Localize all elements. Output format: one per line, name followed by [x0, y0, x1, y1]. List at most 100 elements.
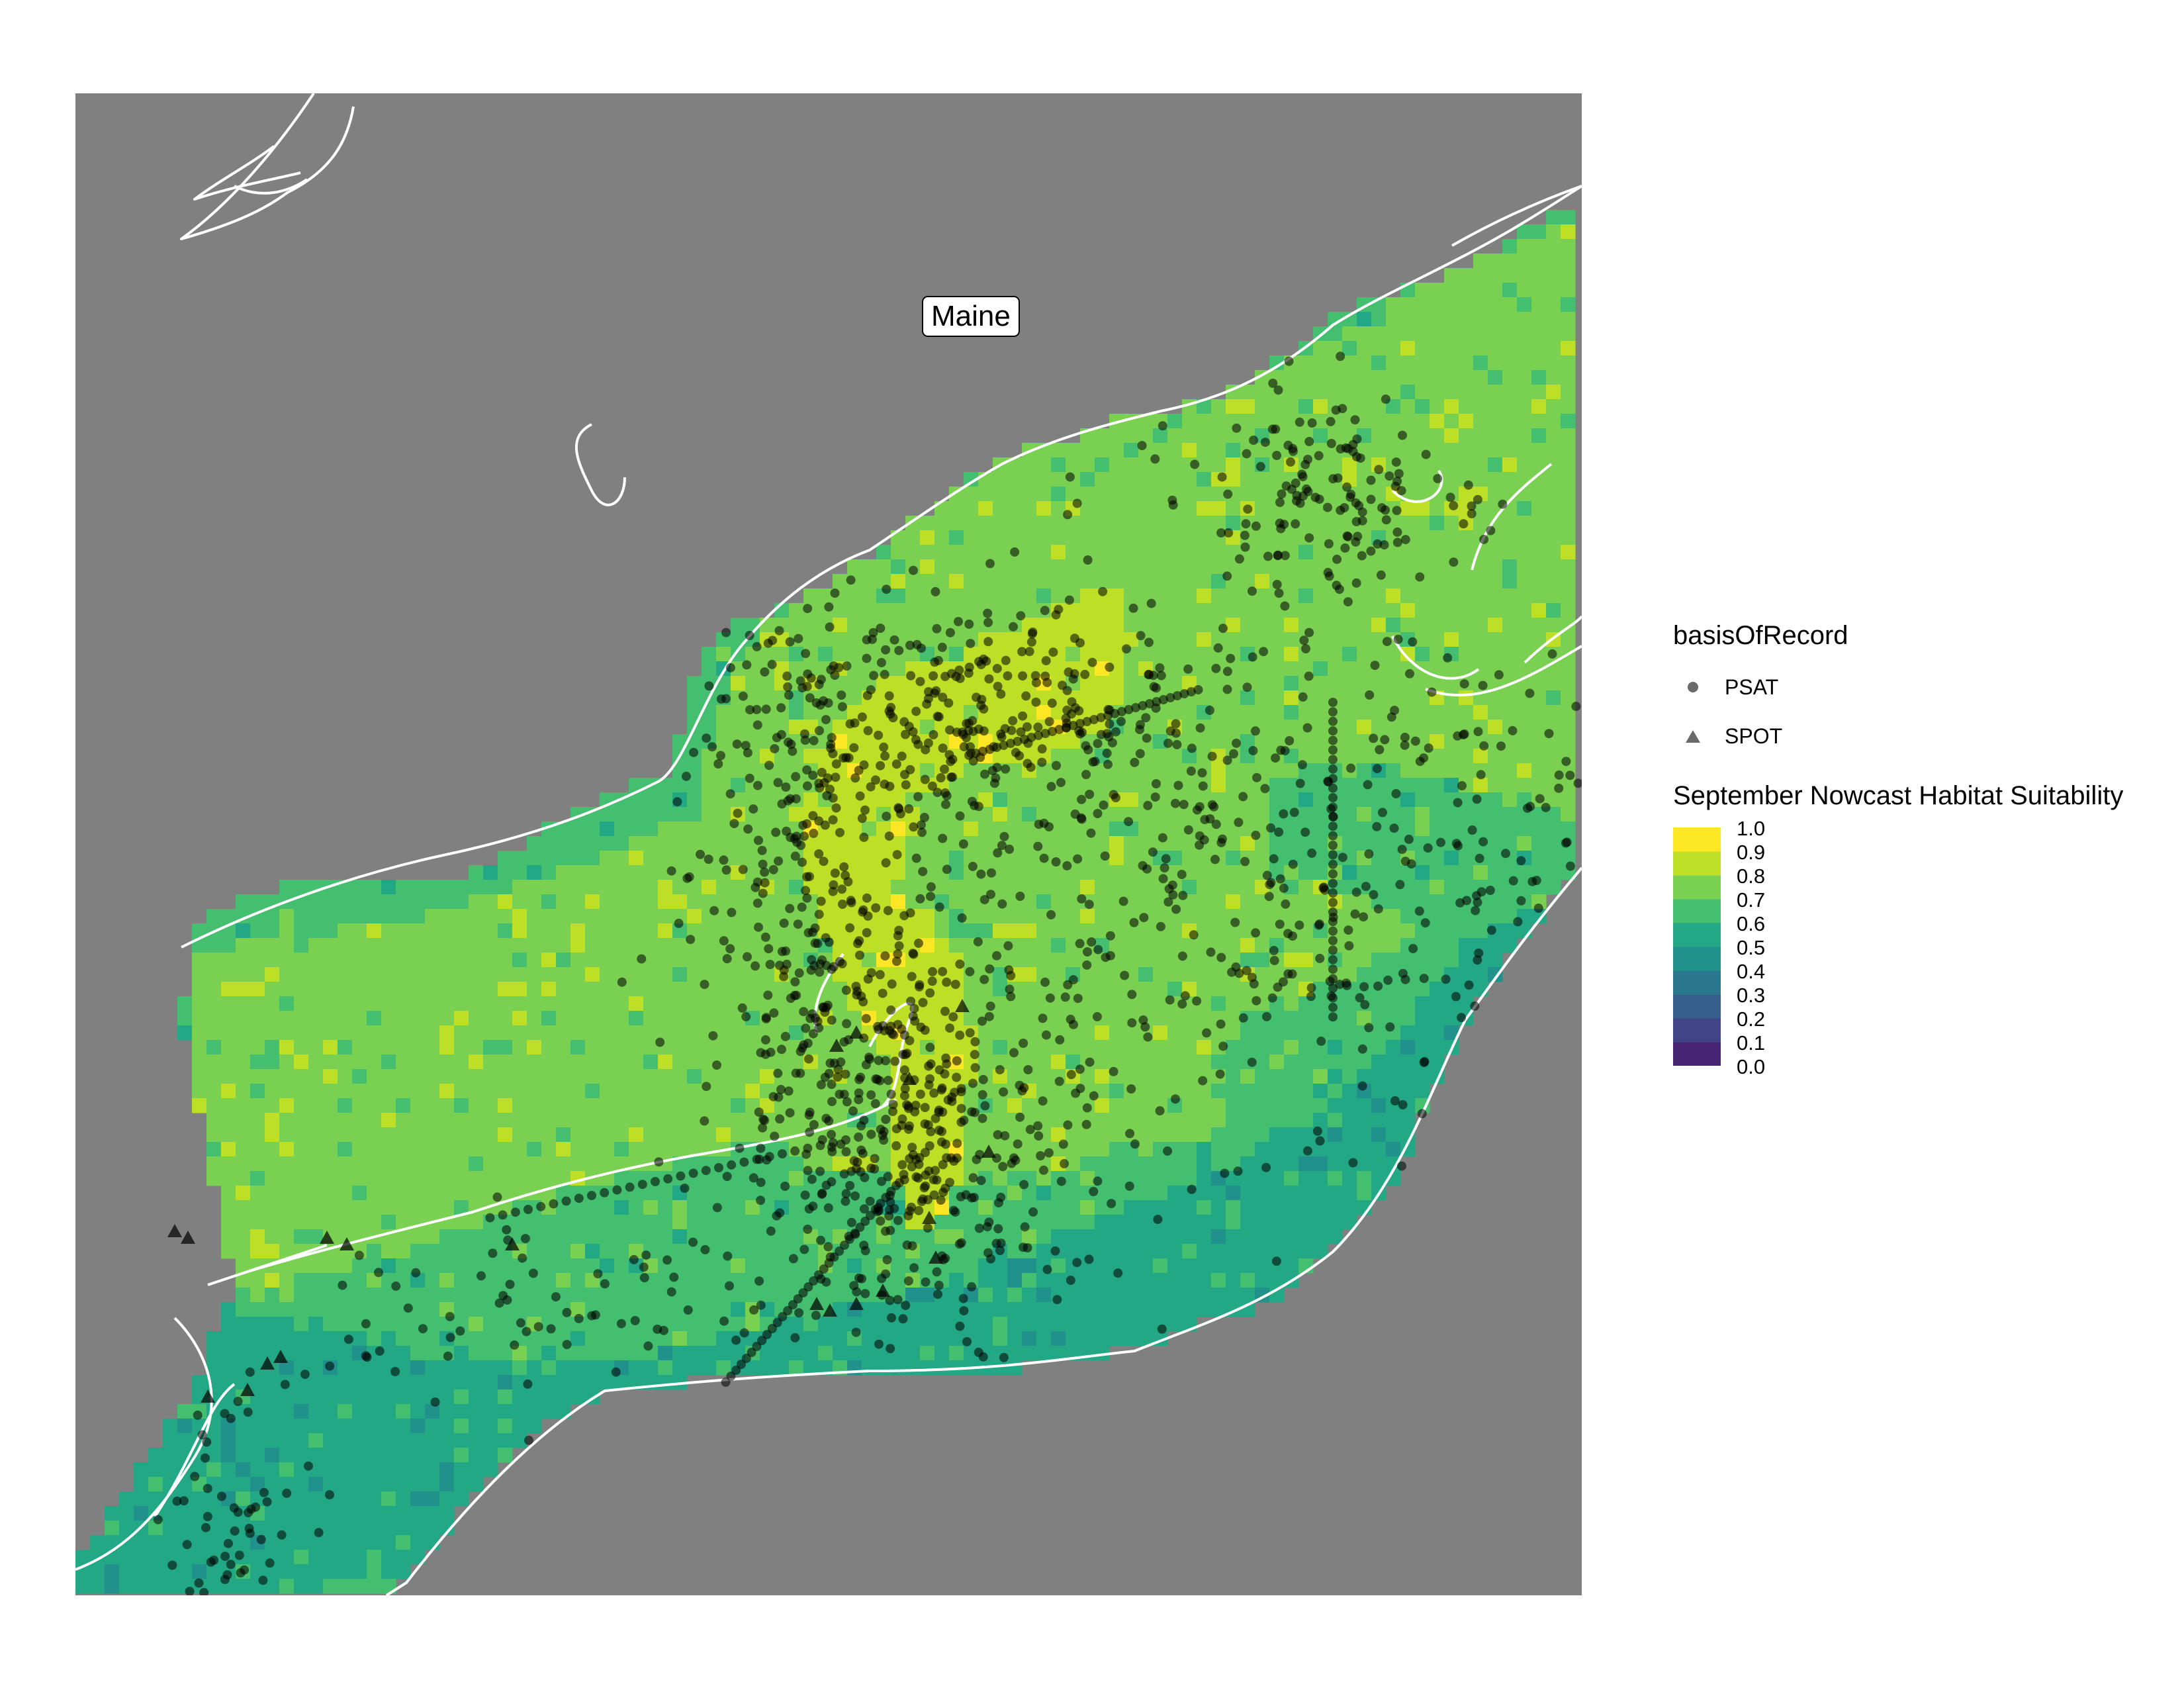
habitat-cell [352, 1113, 367, 1128]
habitat-cell [876, 938, 891, 953]
habitat-cell [1502, 836, 1518, 851]
habitat-cell [410, 1171, 426, 1186]
habitat-cell [672, 1331, 688, 1346]
habitat-cell [702, 923, 717, 939]
habitat-cell [410, 1113, 426, 1128]
habitat-cell [934, 1040, 950, 1055]
habitat-cell [1095, 632, 1110, 647]
habitat-cell [629, 1346, 644, 1361]
habitat-cell [672, 967, 688, 982]
habitat-cell [396, 1404, 411, 1419]
habitat-cell [1226, 792, 1241, 808]
habitat-cell [658, 909, 673, 924]
habitat-cell [1386, 1113, 1401, 1128]
habitat-cell [643, 1040, 659, 1055]
habitat-cell [1255, 385, 1270, 400]
habitat-cell [570, 1229, 586, 1244]
habitat-cell [1459, 938, 1474, 953]
habitat-cell [367, 1171, 382, 1186]
habitat-cell [774, 1055, 790, 1070]
habitat-cell [1444, 720, 1459, 735]
habitat-cell [512, 1419, 527, 1434]
habitat-cell [206, 996, 222, 1011]
habitat-cell [731, 851, 746, 866]
habitat-cell [1386, 312, 1401, 327]
habitat-cell [308, 1215, 324, 1230]
habitat-cell [294, 1288, 309, 1303]
habitat-cell [469, 982, 484, 997]
habitat-cell [891, 603, 906, 618]
habitat-cell [891, 690, 906, 706]
habitat-cell [760, 1360, 775, 1376]
habitat-cell [236, 1200, 251, 1215]
habitat-cell [1138, 1229, 1154, 1244]
habitat-cell [1255, 559, 1270, 575]
habitat-cell [279, 1419, 295, 1434]
habitat-cell [381, 1084, 396, 1099]
habitat-cell [498, 1448, 513, 1463]
habitat-cell [410, 1462, 426, 1477]
habitat-cell [454, 1025, 469, 1041]
habitat-cell [1400, 1040, 1416, 1055]
habitat-cell [439, 996, 455, 1011]
habitat-cell [993, 923, 1008, 939]
habitat-cell [1109, 851, 1124, 866]
habitat-cell [1546, 690, 1561, 706]
habitat-cell [1255, 1055, 1270, 1070]
habitat-cell [1051, 865, 1066, 880]
habitat-cell [862, 982, 877, 997]
habitat-cell [964, 588, 979, 604]
map-panel[interactable] [75, 93, 1582, 1595]
habitat-cell [454, 1346, 469, 1361]
habitat-cell [570, 836, 586, 851]
habitat-cell [498, 865, 513, 880]
habitat-cell [367, 1215, 382, 1230]
habitat-cell [643, 851, 659, 866]
habitat-cell [1386, 807, 1401, 822]
habitat-cell [1022, 1346, 1037, 1361]
habitat-cell [891, 530, 906, 545]
habitat-cell [1036, 705, 1052, 720]
habitat-cell [629, 1098, 644, 1113]
habitat-cell [279, 1317, 295, 1332]
habitat-cell [1240, 880, 1255, 895]
habitat-cell [396, 1011, 411, 1026]
habitat-cell [1269, 1171, 1285, 1186]
habitat-cell [294, 1273, 309, 1288]
habitat-cell [993, 807, 1008, 822]
habitat-cell [614, 1156, 629, 1172]
habitat-cell [716, 1229, 731, 1244]
habitat-cell [410, 1055, 426, 1070]
habitat-cell [1255, 836, 1270, 851]
habitat-cell [1036, 1171, 1052, 1186]
habitat-cell [1226, 559, 1241, 575]
habitat-cell [163, 1448, 178, 1463]
habitat-cell [1051, 938, 1066, 953]
habitat-cell [1473, 603, 1488, 618]
habitat-cell [1269, 618, 1285, 633]
habitat-cell [1328, 370, 1343, 385]
habitat-cell [1561, 370, 1576, 385]
habitat-cell [1095, 501, 1110, 516]
habitat-cell [1153, 559, 1168, 575]
habitat-cell [964, 909, 979, 924]
habitat-cell [439, 1069, 455, 1084]
habitat-cell [949, 938, 964, 953]
habitat-cell [1459, 399, 1474, 414]
habitat-cell [964, 647, 979, 662]
habitat-cell [221, 1346, 236, 1361]
habitat-cell [1153, 1113, 1168, 1128]
habitat-cell [1415, 472, 1430, 487]
habitat-cell [323, 1200, 338, 1215]
habitat-cell [1080, 1331, 1095, 1346]
habitat-cell [1240, 1258, 1255, 1274]
habitat-cell [498, 1360, 513, 1376]
habitat-cell [993, 1011, 1008, 1026]
habitat-cell [600, 821, 615, 837]
habitat-cell [338, 1288, 353, 1303]
habitat-cell [1138, 1258, 1154, 1274]
habitat-cell [993, 559, 1008, 575]
habitat-cell [454, 1040, 469, 1055]
habitat-cell [1197, 618, 1212, 633]
habitat-cell [949, 923, 964, 939]
